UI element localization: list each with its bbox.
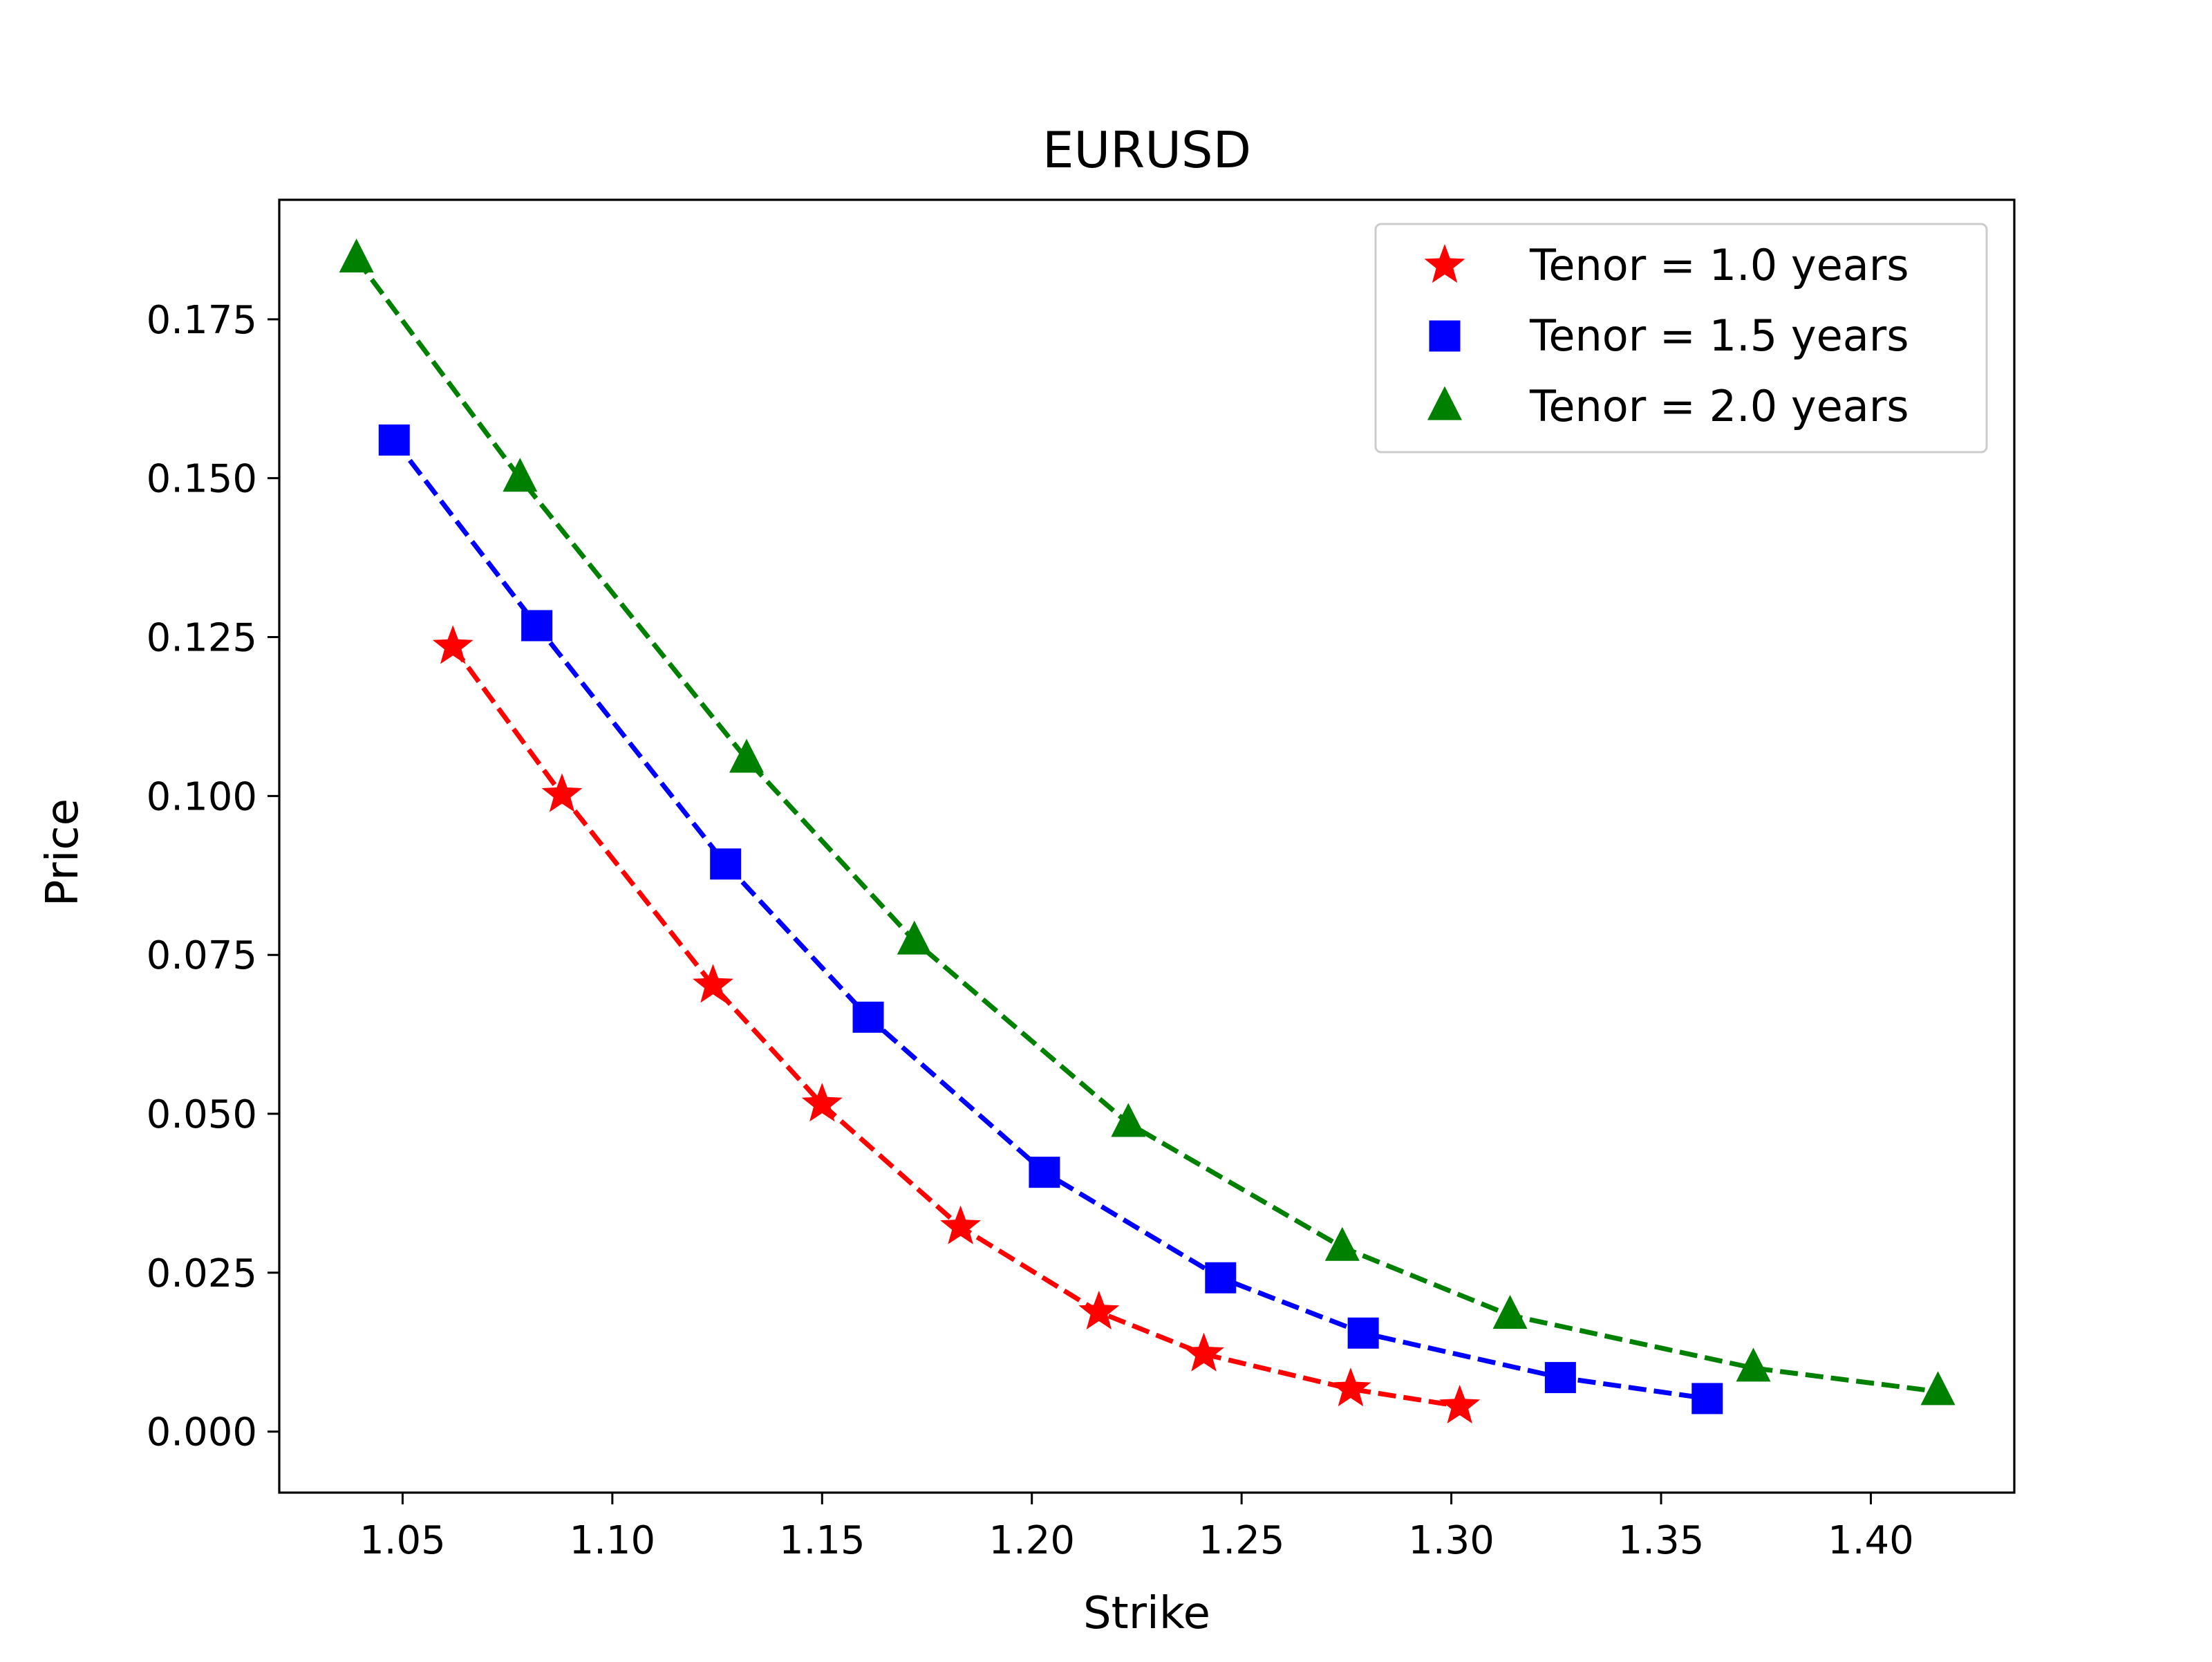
data-point [1736,1347,1771,1382]
data-point [339,239,374,273]
plot-frame [278,198,2016,1494]
legend-label: Tenor = 1.0 years [1529,240,1909,290]
y-tick-label: 0.000 [147,1410,257,1455]
y-tick-label: 0.025 [147,1251,257,1296]
legend-marker [1429,320,1461,352]
x-axis: 1.05 1.10 1.15 1.20 1.25 1.30 1.35 1.40 [359,1493,1914,1563]
series-1 [432,625,1481,1423]
data-point [1205,1262,1237,1294]
y-tick-label: 0.100 [147,774,257,819]
data-point [1691,1383,1723,1414]
legend-marker [1427,386,1462,420]
data-point [541,773,583,812]
legend-marker [1424,244,1465,283]
x-tick-label: 1.05 [359,1518,446,1563]
data-point [432,625,474,664]
data-point [1111,1103,1146,1137]
y-tick-label: 0.175 [147,298,257,343]
data-point [1029,1157,1060,1188]
x-tick-label: 1.10 [570,1518,656,1563]
series-3 [339,239,1956,1406]
legend-label: Tenor = 2.0 years [1529,381,1909,431]
data-point [503,458,538,492]
y-tick-label: 0.075 [147,933,257,978]
data-point [378,424,410,456]
legend-box [1374,223,1988,454]
x-tick-label: 1.35 [1618,1518,1705,1563]
legend-label: Tenor = 1.5 years [1529,310,1909,361]
data-point [1183,1332,1224,1372]
y-tick-label: 0.050 [147,1092,257,1137]
legend-item: Tenor = 1.0 years [1424,240,1909,290]
legend: Tenor = 1.0 years Tenor = 1.5 years Tenor … [1374,223,1988,454]
data-point [1330,1367,1371,1407]
data-point [729,738,765,773]
data-point [897,920,932,955]
plot-area [339,239,1956,1423]
x-tick-label: 1.40 [1828,1518,1914,1563]
data-point [1347,1317,1379,1349]
legend-item: Tenor = 1.5 years [1429,310,1909,361]
data-point [801,1083,843,1122]
data-point [1439,1385,1481,1423]
data-point [1920,1371,1956,1406]
x-tick-label: 1.20 [988,1518,1075,1563]
data-point [521,610,553,642]
x-axis-label: Strike [1083,1588,1210,1639]
x-tick-label: 1.25 [1199,1518,1285,1563]
data-point [693,964,733,1003]
y-tick-label: 0.150 [147,457,257,502]
data-point [1324,1226,1360,1261]
data-point [710,848,742,880]
data-point [1078,1290,1120,1329]
y-axis-label: Price [37,799,88,906]
x-tick-label: 1.15 [779,1518,865,1563]
y-axis: 0.000 0.025 0.050 0.075 0.100 0.125 0.150 0.175 [147,298,279,1455]
y-tick-label: 0.125 [147,616,257,661]
chart-title: EURUSD [1042,121,1251,179]
series-2 [378,424,1723,1414]
data-point [1544,1362,1576,1394]
data-point [852,1001,884,1033]
data-point [1492,1295,1528,1329]
legend-item: Tenor = 2.0 years [1427,381,1909,431]
x-tick-label: 1.30 [1408,1518,1494,1563]
data-point [940,1205,981,1244]
